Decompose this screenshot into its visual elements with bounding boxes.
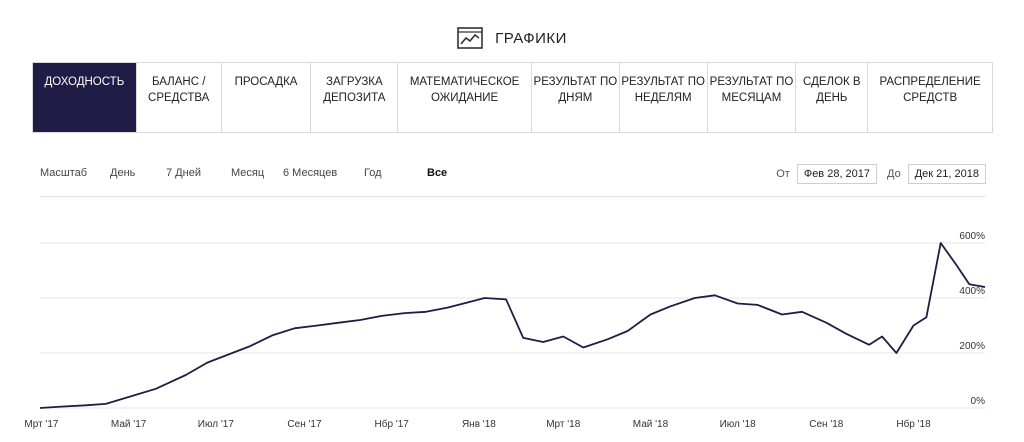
x-tick-label: Сен '18 bbox=[809, 419, 844, 430]
x-tick-label: Мрт '18 bbox=[546, 419, 581, 430]
series-line bbox=[39, 242, 986, 409]
profitability-chart: Мрт '17 Май '17 Июл '17 Сен '17 Нбр '17 Янв '… bbox=[24, 231, 986, 430]
scale-option-7-days[interactable]: 7 Дней bbox=[166, 167, 201, 179]
from-label: От bbox=[776, 168, 790, 180]
tab-profitability[interactable]: ДОХОДНОСТЬ bbox=[33, 63, 137, 132]
tab-drawdown[interactable]: ПРОСАДКА bbox=[222, 63, 312, 132]
x-tick-label: Июл '17 bbox=[198, 419, 235, 430]
x-tick-label: Май '17 bbox=[111, 419, 147, 430]
charts-header: ГРАФИКИ bbox=[0, 24, 1024, 52]
tab-balance-equity[interactable]: БАЛАНС / СРЕДСТВА bbox=[137, 63, 222, 132]
from-date-input[interactable]: Фев 28, 2017 bbox=[796, 164, 878, 184]
x-tick-label: Июл '18 bbox=[720, 419, 757, 430]
tab-daily-result[interactable]: РЕЗУЛЬТАТ ПО ДНЯМ bbox=[532, 63, 620, 132]
scale-option-all[interactable]: Все bbox=[427, 167, 448, 179]
scale-label: Масштаб bbox=[40, 167, 88, 179]
tab-weekly-result[interactable]: РЕЗУЛЬТАТ ПО НЕДЕЛЯМ bbox=[620, 63, 708, 132]
y-tick-label: 200% bbox=[959, 341, 985, 352]
x-tick-label: Нбр '18 bbox=[896, 418, 931, 430]
x-tick-label: Май '18 bbox=[633, 419, 669, 430]
line-chart-icon bbox=[457, 27, 483, 49]
tab-trades-per-day[interactable]: СДЕЛОК В ДЕНЬ bbox=[796, 63, 869, 132]
tab-monthly-result[interactable]: РЕЗУЛЬТАТ ПО МЕСЯЦАМ bbox=[708, 63, 797, 132]
y-tick-label: 400% bbox=[959, 286, 985, 297]
to-date-input[interactable]: Дек 21, 2018 bbox=[907, 164, 986, 184]
scale-option-day[interactable]: День bbox=[110, 167, 136, 179]
tab-funds-distribution[interactable]: РАСПРЕДЕЛЕНИЕ СРЕДСТВ bbox=[879, 76, 981, 104]
to-label: До bbox=[887, 168, 901, 180]
scale-option-year[interactable]: Год bbox=[364, 167, 382, 179]
y-tick-label: 0% bbox=[971, 396, 986, 407]
page-title: ГРАФИКИ bbox=[495, 29, 567, 47]
date-range: От Фев 28, 2017 До Дек 21, 2018 bbox=[776, 164, 986, 184]
tab-deposit-load[interactable]: ЗАГРУЗКА ДЕПОЗИТА bbox=[311, 63, 399, 132]
tab-expectation[interactable]: МАТЕМАТИЧЕСКОЕ ОЖИДАНИЕ bbox=[398, 63, 532, 132]
x-tick-label: Нбр '17 bbox=[375, 418, 410, 430]
x-tick-label: Янв '18 bbox=[462, 419, 496, 430]
chart-tabs: ДОХОДНОСТЬ БАЛАНС / СРЕДСТВА ПРОСАДКА ЗА… bbox=[32, 62, 993, 133]
y-tick-label: 600% bbox=[959, 231, 985, 242]
x-tick-label: Сен '17 bbox=[287, 419, 322, 430]
scale-option-6-months[interactable]: 6 Месяцев bbox=[283, 167, 338, 179]
divider bbox=[40, 196, 986, 197]
scale-option-month[interactable]: Месяц bbox=[231, 167, 265, 179]
x-tick-label: Мрт '17 bbox=[24, 419, 59, 430]
